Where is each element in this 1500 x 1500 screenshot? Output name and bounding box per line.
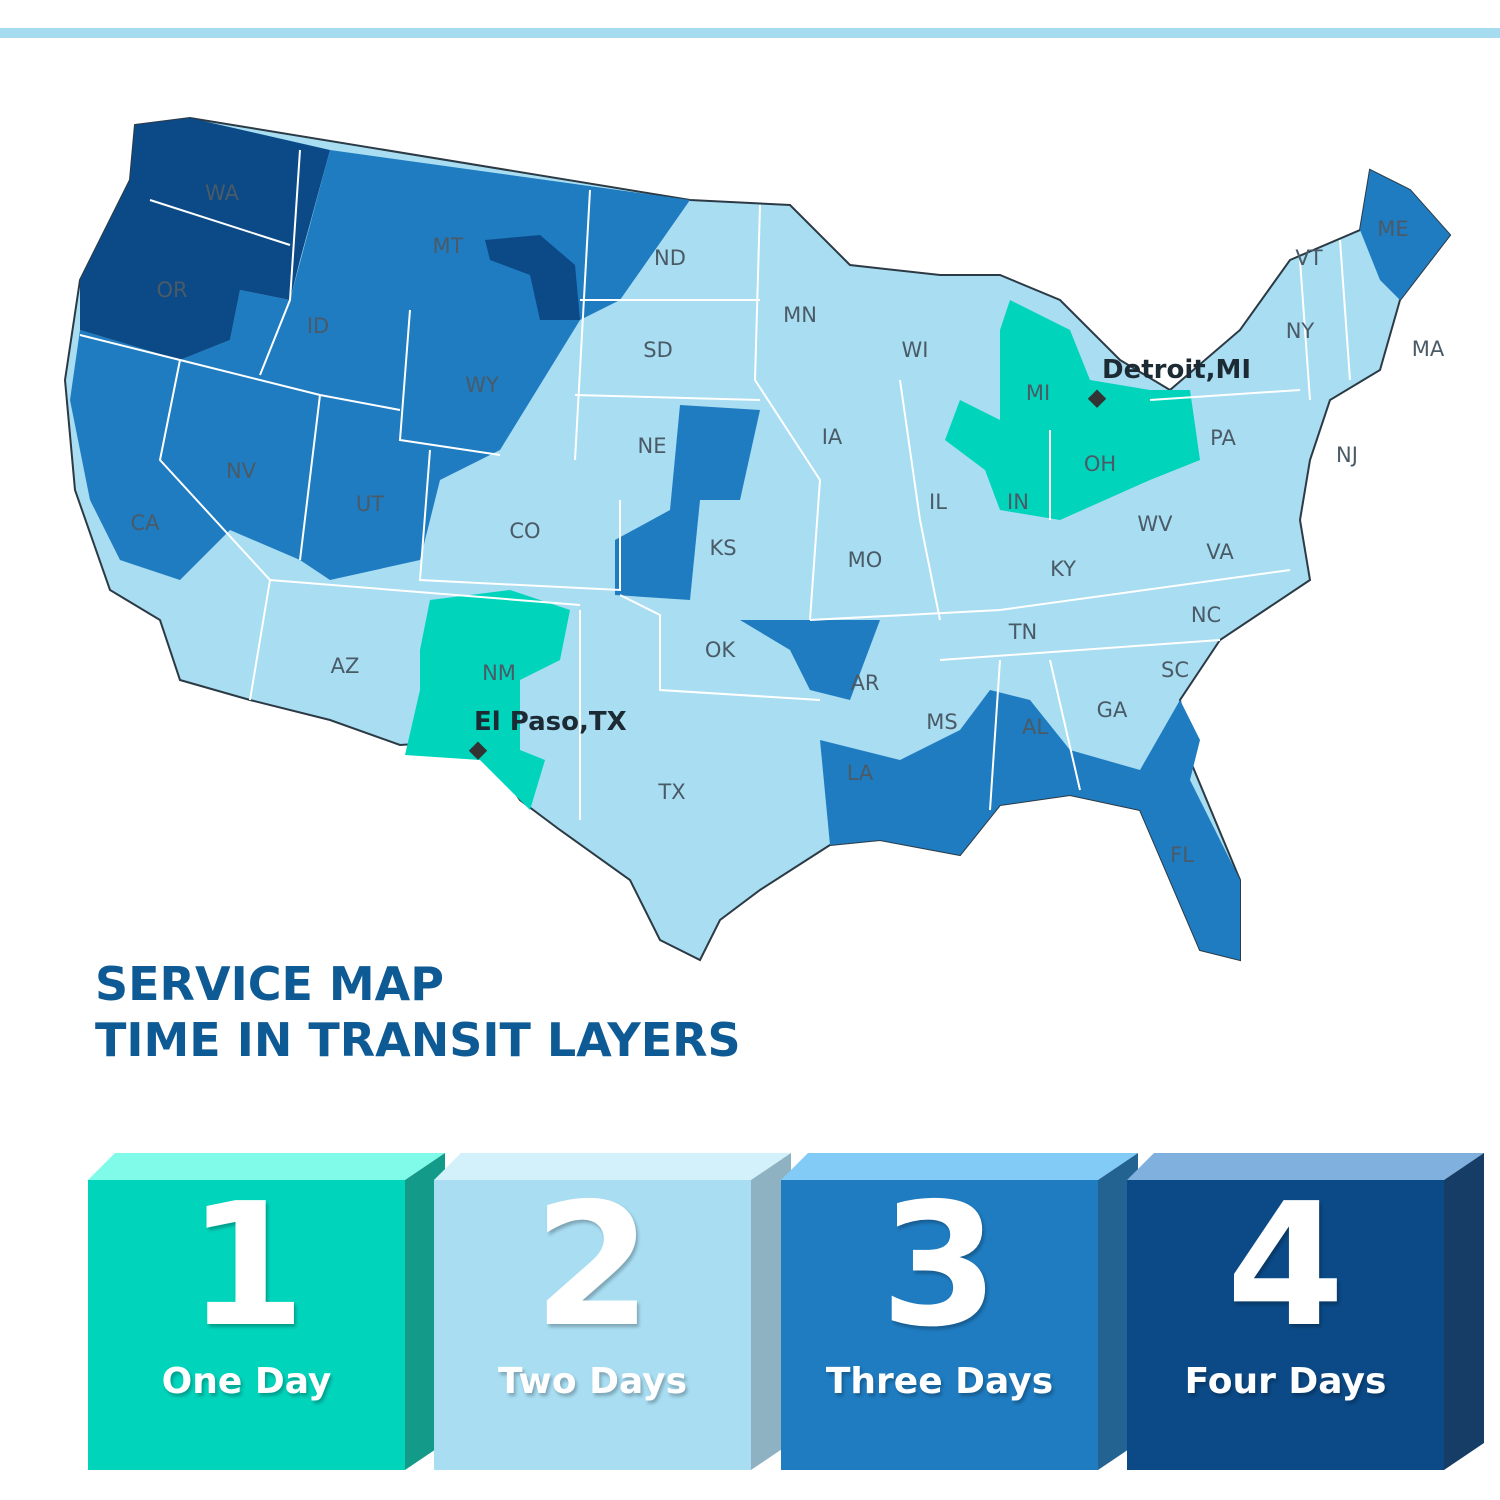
legend-label: Four Days (1184, 1361, 1387, 1402)
state-label-ga: GA (1097, 698, 1128, 722)
diamond-marker-icon (468, 741, 488, 760)
region-three-day-southeast (820, 690, 1240, 960)
state-label-ar: AR (851, 671, 880, 695)
legend-label: Two Days (497, 1361, 688, 1402)
state-label-ia: IA (822, 425, 843, 449)
state-label-in: IN (1007, 490, 1029, 514)
state-label-ut: UT (356, 492, 384, 516)
legend-number: 1 (187, 1167, 306, 1365)
top-accent-bar (0, 28, 1500, 38)
region-three-day-ne-maine (1360, 170, 1450, 300)
state-label-tn: TN (1008, 620, 1038, 644)
state-label-wa: WA (205, 181, 240, 205)
state-label-nd: ND (654, 246, 686, 270)
map-title: SERVICE MAP TIME IN TRANSIT LAYERS (95, 956, 741, 1068)
legend-number: 4 (1226, 1167, 1345, 1365)
legend-box-top (88, 1153, 445, 1180)
state-borders (79, 149, 1351, 820)
state-label-al: AL (1022, 715, 1048, 739)
state-label-wi: WI (902, 338, 929, 362)
legend-number: 3 (880, 1167, 999, 1365)
region-four-day-montana (485, 235, 580, 320)
legend-box-top (434, 1153, 791, 1180)
region-one-day-el-paso (405, 590, 570, 810)
state-label-sd: SD (643, 338, 673, 362)
legend-box-front: 2 Two Days (434, 1180, 751, 1470)
city-detroit: Detroit,MI (1087, 355, 1251, 408)
state-label-az: AZ (331, 654, 360, 678)
state-label-ne: NE (638, 434, 667, 458)
state-label-wy: WY (465, 373, 499, 397)
legend-one-day: 1 One Day (88, 1153, 445, 1470)
title-line-2: TIME IN TRANSIT LAYERS (95, 1013, 741, 1067)
legend-label: Three Days (825, 1361, 1054, 1402)
legend-box-top (781, 1153, 1138, 1180)
state-labels: WA OR CA ID NV MT WY UT AZ CO NM ND SD N… (130, 181, 1444, 867)
diamond-marker-icon (1087, 389, 1107, 408)
state-label-oh: OH (1084, 452, 1116, 476)
state-label-mi: MI (1026, 381, 1050, 405)
state-label-ms: MS (926, 710, 957, 734)
region-four-day-northwest (80, 118, 330, 360)
state-label-la: LA (847, 761, 874, 785)
state-label-ks: KS (709, 536, 736, 560)
legend-two-days: 2 Two Days (434, 1153, 791, 1470)
state-label-ny: NY (1286, 319, 1315, 343)
state-label-il: IL (929, 490, 947, 514)
state-label-id: ID (307, 314, 329, 338)
state-label-ca: CA (130, 511, 160, 535)
state-label-nc: NC (1191, 603, 1221, 627)
city-label-detroit: Detroit,MI (1102, 355, 1251, 385)
state-label-ok: OK (705, 638, 737, 662)
state-label-mn: MN (783, 303, 817, 327)
legend-box-front: 1 One Day (88, 1180, 405, 1470)
city-el-paso: El Paso,TX (468, 707, 627, 760)
state-label-vt: VT (1295, 246, 1322, 270)
state-label-mo: MO (848, 548, 883, 572)
state-label-or: OR (156, 278, 187, 302)
region-one-day-great-lakes (945, 300, 1200, 520)
state-label-nj: NJ (1336, 443, 1358, 467)
legend-three-days: 3 Three Days (781, 1153, 1138, 1470)
legend-label: One Day (161, 1361, 332, 1402)
state-label-sc: SC (1161, 658, 1189, 682)
state-label-tx: TX (657, 780, 685, 804)
legend-box-front: 4 Four Days (1127, 1180, 1444, 1470)
legend-box-side (1444, 1153, 1484, 1470)
legend-number: 2 (533, 1167, 652, 1365)
legend-box-front: 3 Three Days (781, 1180, 1098, 1470)
state-label-fl: FL (1170, 843, 1194, 867)
state-label-me: ME (1377, 217, 1408, 241)
state-label-mt: MT (433, 234, 464, 258)
state-label-ma: MA (1412, 337, 1445, 361)
legend-box-top (1127, 1153, 1484, 1180)
city-label-el-paso: El Paso,TX (474, 707, 627, 737)
state-label-co: CO (509, 519, 540, 543)
region-three-day-ok-ar (740, 620, 880, 700)
legend-four-days: 4 Four Days (1127, 1153, 1484, 1470)
region-three-day-plains (615, 405, 760, 600)
state-label-pa: PA (1210, 426, 1236, 450)
state-label-wv: WV (1137, 512, 1173, 536)
title-line-1: SERVICE MAP (95, 957, 444, 1011)
state-label-nm: NM (482, 661, 516, 685)
state-label-ky: KY (1050, 557, 1076, 581)
us-service-map: WA OR CA ID NV MT WY UT AZ CO NM ND SD N… (63, 116, 1452, 962)
state-label-nv: NV (226, 459, 257, 483)
state-label-va: VA (1206, 540, 1234, 564)
